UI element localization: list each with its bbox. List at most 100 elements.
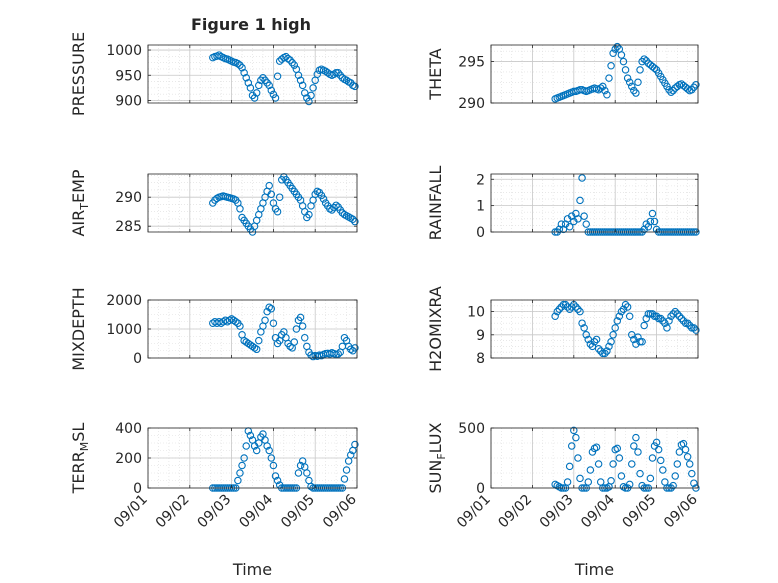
data-point (584, 335, 593, 344)
data-point (286, 342, 294, 351)
data-point (650, 217, 659, 226)
data-point (351, 217, 359, 226)
data-point (580, 324, 588, 332)
data-point (342, 466, 351, 474)
axes-box (147, 173, 358, 233)
data-point (574, 454, 582, 462)
data-point (692, 81, 700, 89)
y-tick-label: 295 (458, 55, 485, 71)
data-point (351, 440, 359, 449)
data-point (609, 331, 617, 339)
data-point (634, 333, 642, 341)
data-point (300, 333, 309, 342)
y-tick-label: 290 (458, 96, 485, 112)
subplot-h2omixra: 8 9 10 H2OMIXRA (426, 286, 700, 372)
data-point (561, 300, 570, 309)
data-point (294, 71, 303, 80)
data-point (650, 64, 659, 72)
x-tick-label: 09/02 (495, 492, 535, 532)
data-point (240, 454, 248, 462)
data-point (685, 321, 694, 330)
data-point (609, 460, 617, 468)
data-point (646, 474, 655, 483)
data-point (265, 446, 273, 455)
data-point (275, 193, 284, 201)
data-point (271, 472, 280, 480)
data-point (334, 350, 342, 358)
data-point (601, 86, 609, 95)
x-tick-label: 09/04 (236, 491, 276, 531)
x-tick-label: 09/01 (454, 492, 494, 532)
data-point (563, 303, 572, 311)
data-point (613, 444, 622, 453)
data-point (236, 322, 244, 330)
y-tick-label: 0 (133, 481, 142, 497)
data-point (599, 349, 607, 358)
data-point (607, 338, 615, 346)
data-point (267, 86, 276, 95)
data-point (346, 451, 355, 459)
data-point (570, 426, 578, 435)
data-point (592, 335, 601, 344)
data-point (677, 314, 686, 323)
data-point (632, 89, 640, 97)
y-tick-label: 1000 (106, 322, 142, 338)
data-point (685, 460, 694, 468)
data-point (654, 314, 663, 323)
subplot-rainfall: 0 1 2 RAINFALL (426, 166, 700, 241)
y-axis-label: AIRTEMP (69, 169, 91, 236)
data-point (590, 338, 599, 346)
subplot-pressure: 900 950 1000 PRESSURE (69, 32, 359, 116)
data-point (652, 312, 661, 320)
data-point (648, 454, 657, 462)
data-point (630, 335, 638, 344)
data-point (265, 81, 273, 90)
data-point (574, 305, 582, 314)
data-point (563, 478, 572, 486)
subplot-sun-flux: 0 500 09/01 09/02 09/03 09/04 09/05 09/06 SUNFLU… (426, 421, 701, 579)
data-point (584, 478, 593, 486)
data-point (572, 433, 580, 442)
data-point (576, 307, 584, 316)
y-axis-label: RAINFALL (426, 166, 445, 241)
data-point (688, 85, 696, 94)
data-point (623, 74, 632, 82)
y-tick-label: 950 (115, 68, 142, 84)
data-point (294, 469, 303, 477)
y-tick-label: 0 (476, 481, 485, 497)
data-point (580, 212, 588, 220)
data-point (250, 344, 259, 352)
data-point (671, 472, 679, 480)
data-point (642, 56, 650, 65)
data-point (667, 312, 675, 320)
axes-box (490, 44, 699, 104)
data-point (298, 322, 307, 330)
data-point (611, 324, 619, 332)
data-point (592, 443, 601, 451)
data-point (244, 79, 253, 87)
data-point (290, 61, 299, 69)
data-point (553, 307, 561, 316)
data-point (594, 344, 603, 353)
data-point (690, 83, 698, 92)
data-point (261, 316, 269, 325)
data-point (305, 210, 313, 219)
data-point (351, 82, 359, 91)
data-point (603, 90, 611, 99)
data-point (572, 303, 580, 311)
data-point (582, 220, 590, 228)
data-point (669, 481, 677, 490)
data-point (619, 57, 628, 66)
data-point (332, 68, 340, 77)
data-point (663, 324, 671, 332)
data-point (238, 461, 246, 470)
data-point (267, 454, 276, 462)
data-point (332, 201, 340, 210)
data-series (551, 300, 700, 358)
plot-area (491, 174, 698, 232)
data-point (692, 326, 700, 334)
data-point (565, 222, 574, 231)
data-point (252, 446, 261, 455)
data-point (342, 76, 351, 85)
